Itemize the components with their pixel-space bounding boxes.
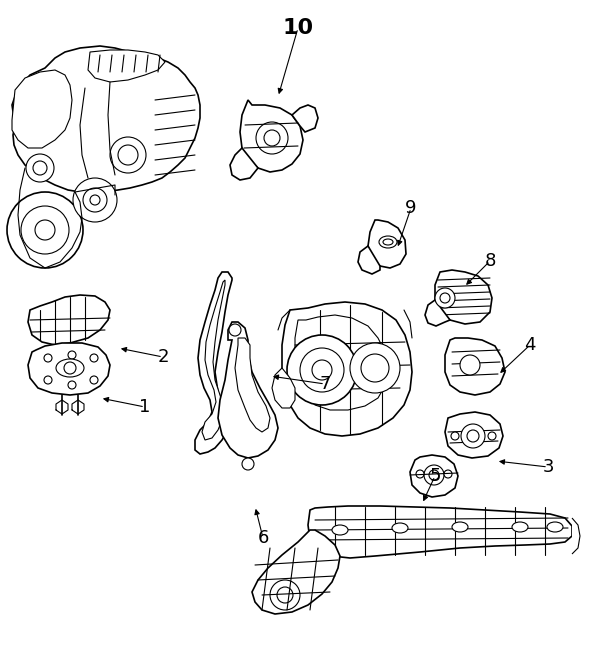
Ellipse shape <box>392 523 408 533</box>
Polygon shape <box>202 280 225 440</box>
Polygon shape <box>308 506 572 558</box>
Circle shape <box>229 324 241 336</box>
Ellipse shape <box>379 236 397 248</box>
Polygon shape <box>235 338 270 432</box>
Polygon shape <box>272 368 295 408</box>
Circle shape <box>424 465 444 485</box>
Circle shape <box>73 178 117 222</box>
Circle shape <box>350 343 400 393</box>
Polygon shape <box>28 295 110 345</box>
Text: 5: 5 <box>429 467 441 485</box>
Ellipse shape <box>547 522 563 532</box>
Circle shape <box>90 376 98 384</box>
Polygon shape <box>240 100 303 172</box>
Circle shape <box>68 351 76 359</box>
Circle shape <box>90 354 98 362</box>
Circle shape <box>44 376 52 384</box>
Circle shape <box>467 430 479 442</box>
Circle shape <box>451 432 459 440</box>
Circle shape <box>287 335 357 405</box>
Polygon shape <box>218 322 278 458</box>
Polygon shape <box>252 530 340 614</box>
Circle shape <box>460 355 480 375</box>
Circle shape <box>7 192 83 268</box>
Circle shape <box>435 288 455 308</box>
Circle shape <box>444 470 452 478</box>
Text: 2: 2 <box>157 348 169 366</box>
Text: 8: 8 <box>484 252 496 270</box>
Circle shape <box>256 122 288 154</box>
Polygon shape <box>88 50 165 82</box>
Text: 3: 3 <box>542 458 554 476</box>
Circle shape <box>83 188 107 212</box>
Polygon shape <box>12 46 200 193</box>
Circle shape <box>44 354 52 362</box>
Circle shape <box>33 161 47 175</box>
Polygon shape <box>572 518 580 554</box>
Circle shape <box>90 195 100 205</box>
Circle shape <box>312 360 332 380</box>
Polygon shape <box>295 315 388 410</box>
Polygon shape <box>358 246 380 274</box>
Polygon shape <box>425 300 450 326</box>
Ellipse shape <box>56 359 84 377</box>
Polygon shape <box>410 455 458 497</box>
Polygon shape <box>282 302 412 436</box>
Polygon shape <box>445 338 505 395</box>
Polygon shape <box>368 220 406 268</box>
Ellipse shape <box>332 525 348 535</box>
Circle shape <box>361 354 389 382</box>
Polygon shape <box>195 272 232 454</box>
Circle shape <box>64 362 76 374</box>
Polygon shape <box>435 270 492 324</box>
Circle shape <box>461 424 485 448</box>
Polygon shape <box>12 70 72 148</box>
Circle shape <box>35 220 55 240</box>
Circle shape <box>68 381 76 389</box>
Polygon shape <box>230 148 258 180</box>
Text: 10: 10 <box>283 18 313 38</box>
Circle shape <box>110 137 146 173</box>
Circle shape <box>21 206 69 254</box>
Text: 1: 1 <box>140 398 151 416</box>
Text: 6: 6 <box>257 529 269 547</box>
Ellipse shape <box>383 239 393 245</box>
Circle shape <box>300 348 344 392</box>
Polygon shape <box>445 412 503 458</box>
Circle shape <box>488 432 496 440</box>
Ellipse shape <box>452 522 468 532</box>
Circle shape <box>270 580 300 610</box>
Circle shape <box>264 130 280 146</box>
Circle shape <box>440 293 450 303</box>
Text: 4: 4 <box>524 336 536 354</box>
Circle shape <box>242 458 254 470</box>
Circle shape <box>118 145 138 165</box>
Polygon shape <box>28 343 110 395</box>
Ellipse shape <box>512 522 528 532</box>
Circle shape <box>26 154 54 182</box>
Text: 7: 7 <box>319 375 331 393</box>
Circle shape <box>277 587 293 603</box>
Polygon shape <box>292 105 318 132</box>
Circle shape <box>429 470 439 480</box>
Circle shape <box>416 470 424 478</box>
Text: 9: 9 <box>405 199 417 217</box>
